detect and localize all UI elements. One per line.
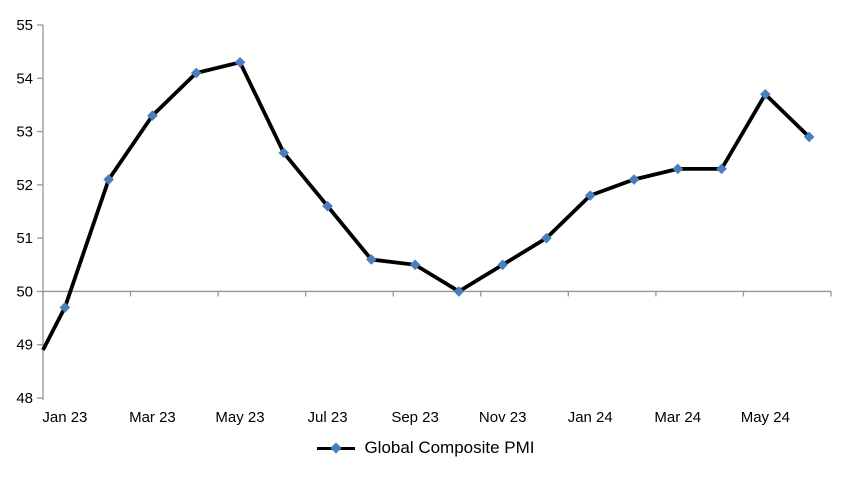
data-point-marker [59, 302, 71, 313]
x-axis-tick-label: Jan 23 [42, 409, 87, 426]
y-axis-tick-label: 54 [16, 70, 33, 87]
data-point-marker [803, 131, 815, 143]
y-axis-tick-label: 49 [16, 337, 33, 354]
x-axis-tick-label: Sep 23 [391, 409, 439, 426]
data-point-marker [760, 88, 771, 100]
x-axis-tick-label: May 23 [215, 409, 264, 426]
data-point-marker [672, 163, 684, 175]
x-axis-tick-label: May 24 [741, 409, 790, 426]
data-point-marker [103, 174, 114, 185]
legend-diamond-marker-icon [330, 442, 343, 454]
data-point-marker [628, 174, 640, 185]
legend-label: Global Composite PMI [364, 438, 535, 457]
legend: Global Composite PMI [0, 438, 852, 458]
y-axis-tick-label: 50 [16, 283, 33, 300]
data-point-marker [278, 147, 290, 159]
data-point-marker [584, 190, 596, 201]
x-axis-tick-label: Mar 23 [129, 409, 176, 426]
x-axis-tick-label: Jan 24 [568, 409, 613, 426]
y-axis-tick-label: 55 [16, 17, 33, 34]
data-point-marker [234, 57, 246, 68]
legend-line-sample [317, 442, 356, 454]
data-point-marker [541, 232, 552, 244]
y-axis-tick-label: 53 [16, 124, 33, 141]
x-axis-tick-label: Mar 24 [654, 409, 701, 426]
pmi-series-line [41, 60, 811, 351]
y-axis-tick-label: 51 [16, 230, 33, 247]
data-point-marker [453, 286, 465, 297]
y-axis-tick-label: 48 [16, 390, 33, 407]
data-point-marker [409, 259, 421, 271]
data-point-marker [497, 259, 508, 271]
data-point-marker [190, 67, 202, 79]
data-point-marker [147, 110, 158, 121]
x-axis-tick-label: Nov 23 [479, 409, 527, 426]
y-axis-tick-label: 52 [16, 177, 33, 194]
data-point-marker [366, 254, 377, 265]
data-point-marker [322, 200, 333, 212]
data-point-marker [716, 163, 727, 175]
x-axis-tick-label: Jul 23 [308, 409, 348, 426]
